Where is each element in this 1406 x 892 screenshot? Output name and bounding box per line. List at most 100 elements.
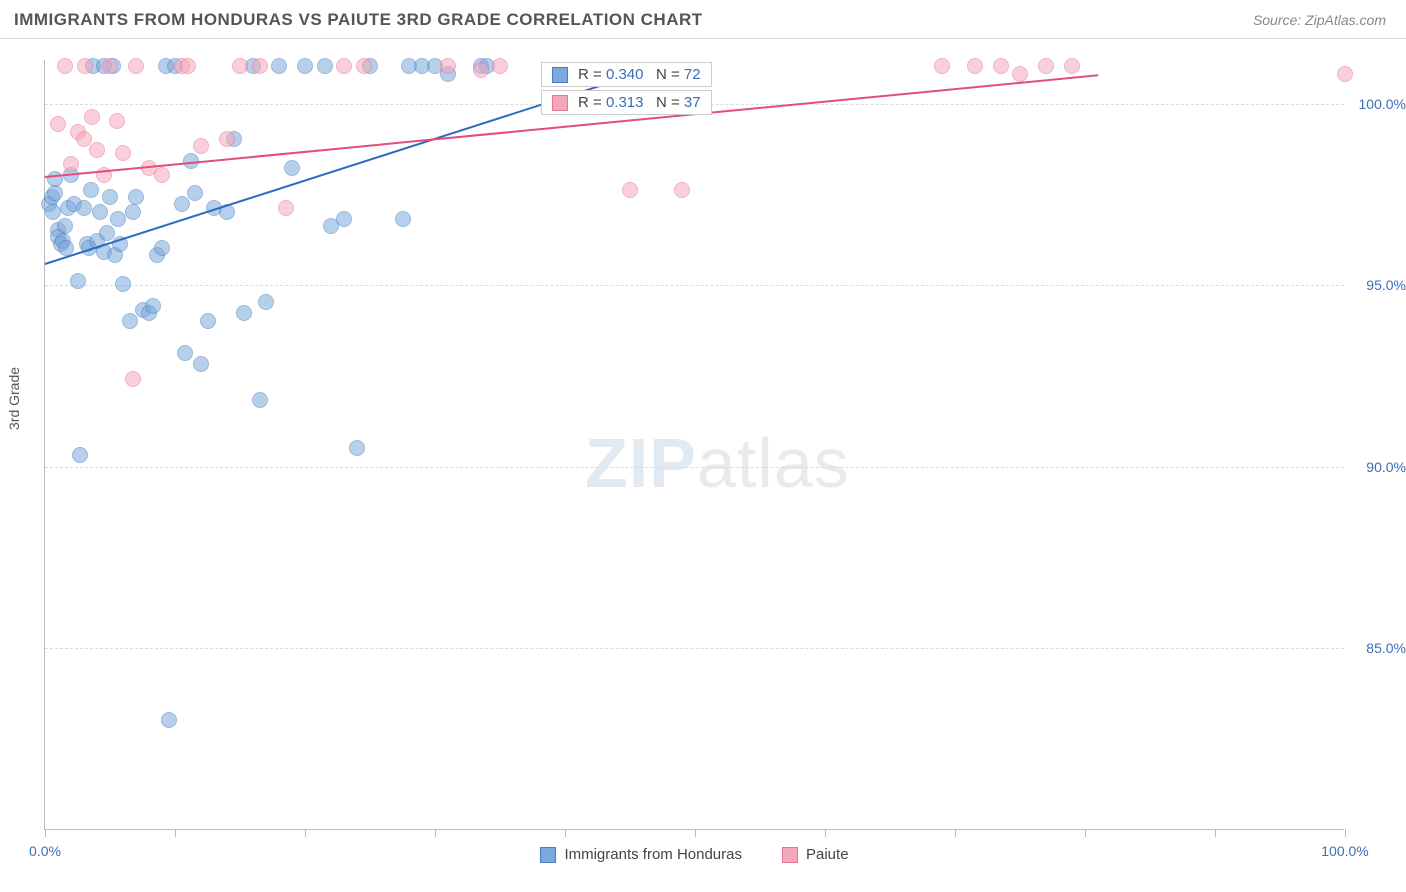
data-point-honduras <box>236 305 252 321</box>
x-tick <box>565 829 566 837</box>
data-point-honduras <box>122 313 138 329</box>
data-point-honduras <box>193 356 209 372</box>
data-point-honduras <box>187 185 203 201</box>
y-tick-label: 90.0% <box>1350 459 1406 475</box>
data-point-honduras <box>174 196 190 212</box>
data-point-paiute <box>1064 58 1080 74</box>
x-tick <box>175 829 176 837</box>
legend-swatch-paiute <box>782 847 798 863</box>
data-point-honduras <box>57 218 73 234</box>
data-point-paiute <box>622 182 638 198</box>
swatch-paiute <box>552 95 568 111</box>
data-point-paiute <box>109 113 125 129</box>
data-point-paiute <box>154 167 170 183</box>
data-point-paiute <box>934 58 950 74</box>
data-point-honduras <box>297 58 313 74</box>
data-point-paiute <box>193 138 209 154</box>
data-point-paiute <box>967 58 983 74</box>
data-point-paiute <box>492 58 508 74</box>
y-axis-label: 3rd Grade <box>6 367 22 430</box>
data-point-honduras <box>45 204 61 220</box>
x-tick-label: 100.0% <box>1321 843 1368 859</box>
data-point-paiute <box>993 58 1009 74</box>
data-point-honduras <box>72 447 88 463</box>
data-point-paiute <box>50 116 66 132</box>
data-point-honduras <box>76 200 92 216</box>
stat-text: R = 0.313 N = 37 <box>578 94 701 111</box>
data-point-honduras <box>115 276 131 292</box>
data-point-honduras <box>271 58 287 74</box>
data-point-honduras <box>284 160 300 176</box>
data-point-honduras <box>336 211 352 227</box>
chart-source: Source: ZipAtlas.com <box>1253 12 1386 28</box>
data-point-paiute <box>356 58 372 74</box>
data-point-honduras <box>125 204 141 220</box>
data-point-honduras <box>200 313 216 329</box>
data-point-honduras <box>83 182 99 198</box>
swatch-honduras <box>552 67 568 83</box>
data-point-honduras <box>177 345 193 361</box>
gridline <box>45 285 1344 286</box>
data-point-paiute <box>674 182 690 198</box>
x-tick <box>1345 829 1346 837</box>
gridline <box>45 467 1344 468</box>
x-tick <box>955 829 956 837</box>
data-point-paiute <box>1337 66 1353 82</box>
x-tick-label: 0.0% <box>29 843 61 859</box>
y-tick-label: 95.0% <box>1350 277 1406 293</box>
data-point-honduras <box>349 440 365 456</box>
data-point-honduras <box>317 58 333 74</box>
data-point-honduras <box>128 189 144 205</box>
data-point-honduras <box>92 204 108 220</box>
data-point-honduras <box>70 273 86 289</box>
data-point-honduras <box>47 185 63 201</box>
x-tick <box>825 829 826 837</box>
y-tick-label: 85.0% <box>1350 640 1406 656</box>
stat-box-honduras: R = 0.340 N = 72 <box>541 62 712 87</box>
x-tick <box>1215 829 1216 837</box>
data-point-paiute <box>128 58 144 74</box>
x-tick <box>435 829 436 837</box>
legend-item-honduras: Immigrants from Honduras <box>540 846 742 863</box>
data-point-paiute <box>115 145 131 161</box>
data-point-paiute <box>57 58 73 74</box>
data-point-paiute <box>102 58 118 74</box>
chart-header: IMMIGRANTS FROM HONDURAS VS PAIUTE 3RD G… <box>0 0 1406 39</box>
data-point-honduras <box>145 298 161 314</box>
legend-swatch-honduras <box>540 847 556 863</box>
data-point-paiute <box>1038 58 1054 74</box>
data-point-honduras <box>47 171 63 187</box>
gridline <box>45 648 1344 649</box>
y-tick-label: 100.0% <box>1350 96 1406 112</box>
data-point-honduras <box>252 392 268 408</box>
data-point-paiute <box>252 58 268 74</box>
data-point-paiute <box>278 200 294 216</box>
data-point-paiute <box>125 371 141 387</box>
data-point-paiute <box>473 62 489 78</box>
data-point-paiute <box>63 156 79 172</box>
data-point-honduras <box>110 211 126 227</box>
data-point-paiute <box>84 109 100 125</box>
chart-legend: Immigrants from Honduras Paiute <box>45 846 1344 863</box>
scatter-plot: ZIPatlas Immigrants from HondurasPaiute … <box>44 60 1344 830</box>
data-point-honduras <box>395 211 411 227</box>
x-tick <box>305 829 306 837</box>
watermark: ZIPatlas <box>585 423 850 503</box>
data-point-paiute <box>232 58 248 74</box>
data-point-paiute <box>440 58 456 74</box>
legend-label-paiute: Paiute <box>806 846 849 863</box>
data-point-paiute <box>77 58 93 74</box>
x-tick <box>1085 829 1086 837</box>
stat-box-paiute: R = 0.313 N = 37 <box>541 90 712 115</box>
watermark-zip: ZIP <box>585 424 697 502</box>
legend-item-paiute: Paiute <box>782 846 849 863</box>
data-point-honduras <box>154 240 170 256</box>
data-point-paiute <box>89 142 105 158</box>
data-point-paiute <box>219 131 235 147</box>
x-tick <box>45 829 46 837</box>
data-point-paiute <box>1012 66 1028 82</box>
x-tick <box>695 829 696 837</box>
legend-label-honduras: Immigrants from Honduras <box>564 846 742 863</box>
data-point-honduras <box>102 189 118 205</box>
data-point-paiute <box>180 58 196 74</box>
